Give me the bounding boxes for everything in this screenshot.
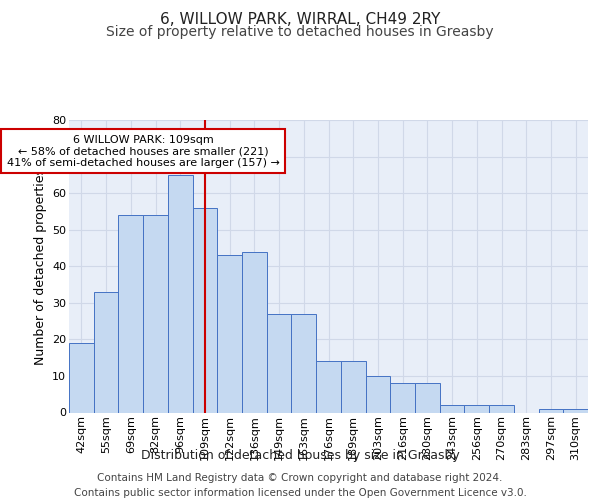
Bar: [390, 383, 415, 412]
Text: 6, WILLOW PARK, WIRRAL, CH49 2RY: 6, WILLOW PARK, WIRRAL, CH49 2RY: [160, 12, 440, 28]
Text: Size of property relative to detached houses in Greasby: Size of property relative to detached ho…: [106, 25, 494, 39]
Bar: [365, 376, 390, 412]
Bar: [193, 208, 217, 412]
Text: 6 WILLOW PARK: 109sqm
← 58% of detached houses are smaller (221)
41% of semi-det: 6 WILLOW PARK: 109sqm ← 58% of detached …: [7, 134, 280, 168]
Bar: [563, 409, 588, 412]
Bar: [143, 215, 168, 412]
Bar: [539, 409, 563, 412]
Bar: [489, 405, 514, 412]
Bar: [242, 252, 267, 412]
Bar: [217, 256, 242, 412]
Y-axis label: Number of detached properties: Number of detached properties: [34, 168, 47, 365]
Bar: [94, 292, 118, 412]
Bar: [440, 405, 464, 412]
Bar: [267, 314, 292, 412]
Text: Distribution of detached houses by size in Greasby: Distribution of detached houses by size …: [140, 448, 460, 462]
Bar: [69, 343, 94, 412]
Bar: [341, 362, 365, 412]
Text: Contains HM Land Registry data © Crown copyright and database right 2024.
Contai: Contains HM Land Registry data © Crown c…: [74, 472, 526, 498]
Bar: [415, 383, 440, 412]
Bar: [316, 362, 341, 412]
Bar: [168, 175, 193, 412]
Bar: [292, 314, 316, 412]
Bar: [464, 405, 489, 412]
Bar: [118, 215, 143, 412]
